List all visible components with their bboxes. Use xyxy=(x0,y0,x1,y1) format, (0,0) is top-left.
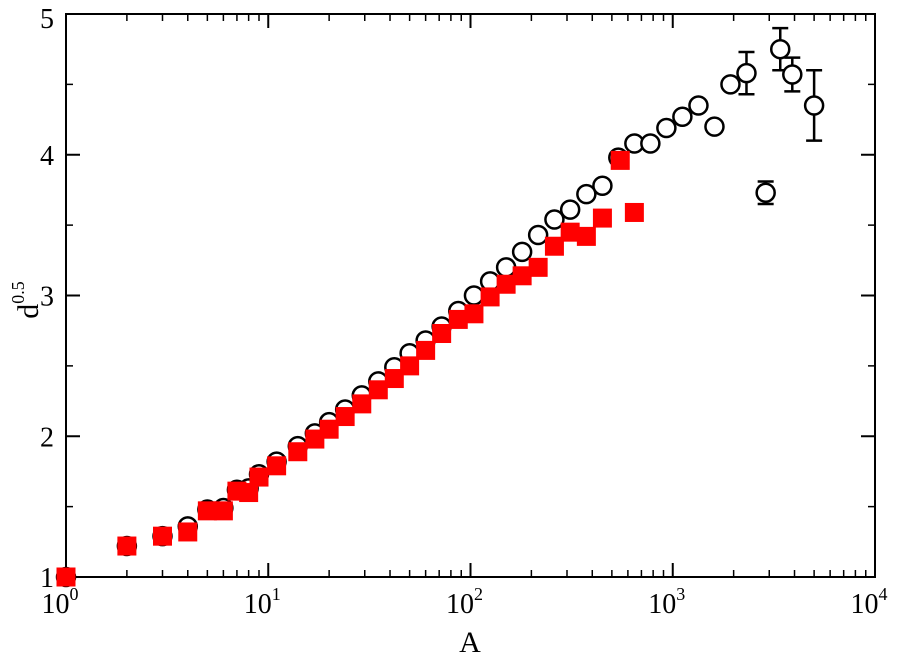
y-axis-label: d0.5 xyxy=(8,281,45,319)
data-point-circle xyxy=(544,209,565,230)
data-point-square xyxy=(352,394,372,414)
data-point-circle xyxy=(559,199,581,220)
data-point-circle xyxy=(656,117,677,139)
y-tick-label: 2 xyxy=(40,422,54,453)
data-point-circle xyxy=(736,62,757,84)
data-point-circle xyxy=(803,95,825,116)
data-point-circle xyxy=(527,224,549,246)
y-tick-label: 4 xyxy=(40,141,54,172)
data-point-square xyxy=(416,340,436,360)
data-point-square xyxy=(178,522,198,542)
data-point-square xyxy=(213,501,233,521)
data-point-square xyxy=(305,429,325,449)
x-tick-label: 103 xyxy=(648,584,685,620)
data-point-square xyxy=(560,222,580,242)
data-point-square xyxy=(464,304,484,324)
y-tick-label: 1 xyxy=(40,563,54,594)
x-tick-label: 102 xyxy=(446,584,483,620)
data-point-circle xyxy=(704,116,725,137)
svg-text:d0.5: d0.5 xyxy=(8,281,45,319)
data-point-circle xyxy=(463,285,485,306)
data-point-square xyxy=(480,287,500,307)
x-tick-label: 100 xyxy=(42,584,79,620)
data-point-square xyxy=(384,369,404,389)
data-point-square xyxy=(152,526,172,546)
series-1 xyxy=(55,26,825,588)
data-point-circle xyxy=(782,64,803,85)
data-point-square xyxy=(400,356,420,376)
y-tick-label: 3 xyxy=(40,282,54,313)
data-point-square xyxy=(368,380,388,400)
data-point-square xyxy=(544,236,564,256)
data-point-square xyxy=(610,150,630,170)
data-point-circle xyxy=(495,257,517,278)
data-point-circle xyxy=(511,241,533,263)
data-point-square xyxy=(624,202,644,222)
x-tick-label: 101 xyxy=(244,584,281,620)
y-axis-label-base: d xyxy=(12,304,45,319)
marks-layer xyxy=(55,26,825,588)
data-point-square xyxy=(267,456,287,476)
ticks-layer: 100 101 102 103 104 1 2 3 4 5 xyxy=(40,4,888,620)
data-point-square xyxy=(432,324,452,344)
data-point-circle xyxy=(576,183,597,205)
data-point-square xyxy=(239,483,259,503)
y-axis-label-sup: 0.5 xyxy=(8,281,28,304)
data-point-square xyxy=(592,208,612,228)
data-point-square xyxy=(512,266,532,286)
data-point-square xyxy=(319,419,339,439)
data-point-square xyxy=(56,567,76,587)
data-point-square xyxy=(335,407,355,427)
data-point-square xyxy=(496,274,516,294)
data-point-square xyxy=(117,536,137,556)
data-point-circle xyxy=(640,133,661,154)
y-tick-label: 5 xyxy=(40,4,54,35)
data-point-circle xyxy=(755,182,776,204)
data-point-circle xyxy=(688,95,709,116)
data-point-circle xyxy=(592,175,613,196)
data-point-square xyxy=(288,442,308,462)
series-2 xyxy=(56,150,644,587)
data-point-square xyxy=(528,257,548,277)
data-point-square xyxy=(576,226,596,246)
data-point-square xyxy=(197,501,217,521)
data-point-circle xyxy=(672,106,693,127)
x-axis-label: A xyxy=(459,626,481,655)
data-point-square xyxy=(249,467,269,487)
data-point-circle xyxy=(769,38,791,60)
x-tick-label: 104 xyxy=(851,584,888,620)
data-point-circle xyxy=(720,74,741,95)
